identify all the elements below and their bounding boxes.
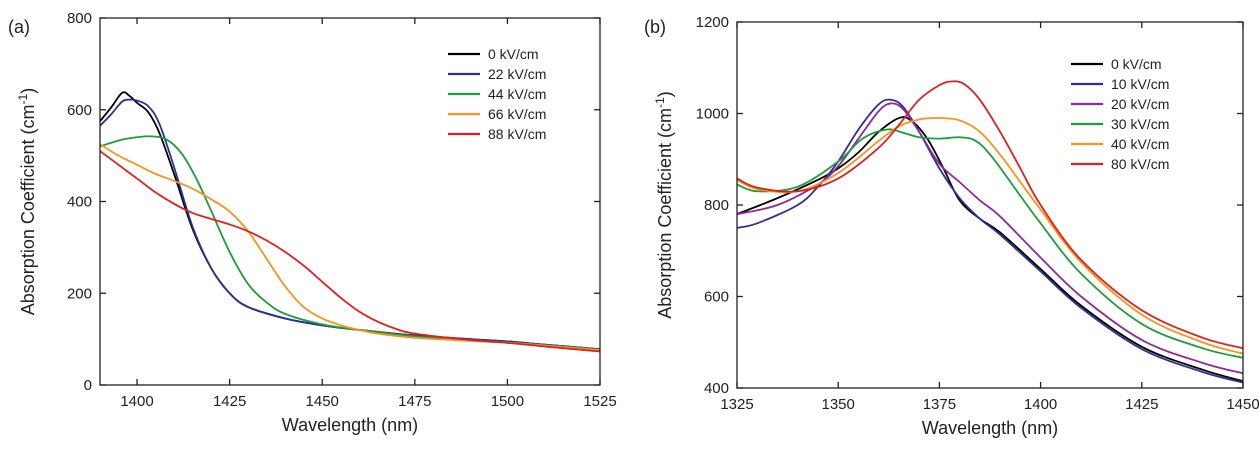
series-line-88-kv-cm	[100, 150, 600, 353]
x-tick-label: 1400	[120, 393, 153, 410]
y-axis-label-end: )	[655, 91, 675, 97]
y-tick-label: 600	[704, 289, 729, 306]
y-tick-label: 1200	[696, 14, 729, 31]
x-tick-label: 1350	[822, 396, 855, 413]
legend-label: 0 kV/cm	[488, 46, 539, 62]
y-tick-label: 400	[704, 380, 729, 397]
series-line-20-kv-cm	[737, 102, 1243, 375]
x-tick-label: 1525	[583, 393, 616, 410]
series-line-80-kv-cm	[737, 80, 1243, 350]
x-tick-label: 1500	[491, 393, 524, 410]
panel-label: (b)	[644, 17, 666, 37]
x-tick-label: 1375	[923, 396, 956, 413]
y-tick-label: 400	[67, 194, 92, 211]
series-line-66-kv-cm	[100, 143, 600, 352]
y-tick-label: 600	[67, 102, 92, 119]
legend-label: 40 kV/cm	[1111, 136, 1169, 152]
y-axis-label-superscript: -1	[653, 97, 667, 108]
x-axis-label: Wavelength (nm)	[282, 415, 418, 435]
y-axis-label-end: )	[18, 88, 38, 94]
legend: 0 kV/cm 10 kV/cm 20 kV/cm 30 kV/cm 40 kV/cm 8…	[1071, 56, 1169, 172]
y-tick-label: 1000	[696, 106, 729, 123]
x-tick-label: 1400	[1024, 396, 1057, 413]
legend-label: 66 kV/cm	[488, 106, 546, 122]
x-tick-label: 1425	[213, 393, 246, 410]
panel-label: (a)	[8, 17, 30, 37]
y-tick-label: 0	[84, 377, 92, 394]
chart-panel-b: 1325 1350 1375 1400 1425 1450 400 600 800 1000 120…	[644, 14, 1259, 438]
x-tick-label: 1425	[1125, 396, 1158, 413]
legend-label: 80 kV/cm	[1111, 156, 1169, 172]
legend-label: 88 kV/cm	[488, 126, 546, 142]
y-axis-label: Absorption Coefficient (cm-1)	[16, 88, 38, 315]
series-line-30-kv-cm	[737, 128, 1243, 359]
legend-label: 10 kV/cm	[1111, 76, 1169, 92]
x-tick-label: 1325	[720, 396, 753, 413]
legend-label: 30 kV/cm	[1111, 116, 1169, 132]
y-axis-label-superscript: -1	[16, 93, 30, 104]
legend-label: 22 kV/cm	[488, 66, 546, 82]
legend-label: 20 kV/cm	[1111, 96, 1169, 112]
series-line-0-kv-cm	[737, 116, 1243, 383]
y-tick-label: 200	[67, 285, 92, 302]
y-axis-label-main: Absorption Coefficient (cm	[655, 108, 675, 319]
x-tick-label: 1450	[1226, 396, 1259, 413]
x-tick-label: 1450	[306, 393, 339, 410]
y-axis-label-main: Absorption Coefficient (cm	[18, 104, 38, 315]
y-tick-label: 800	[67, 10, 92, 27]
series-line-40-kv-cm	[737, 117, 1243, 355]
y-axis-label: Absorption Coefficient (cm-1)	[653, 91, 675, 318]
x-axis-label: Wavelength (nm)	[922, 418, 1058, 438]
chart-panel-a: 1400 1425 1450 1475 1500 1525 0 200 400 600 800 Wav…	[8, 10, 617, 435]
y-tick-label: 800	[704, 197, 729, 214]
x-tick-label: 1475	[398, 393, 431, 410]
legend: 0 kV/cm 22 kV/cm 44 kV/cm 66 kV/cm 88 kV/cm	[448, 46, 546, 142]
legend-label: 44 kV/cm	[488, 86, 546, 102]
legend-label: 0 kV/cm	[1111, 56, 1162, 72]
